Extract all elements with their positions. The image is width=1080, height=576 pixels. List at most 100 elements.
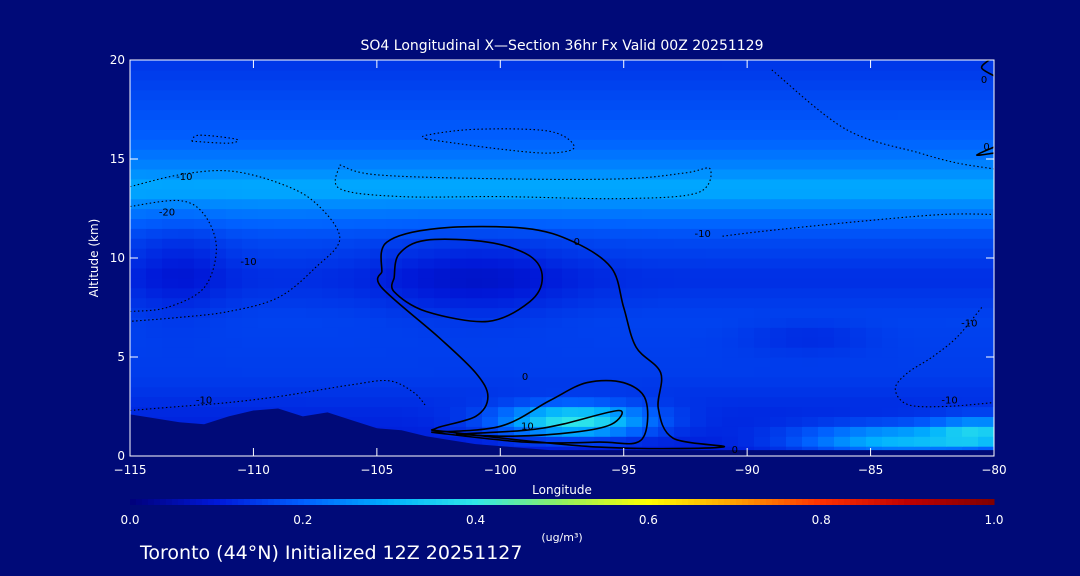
field-cell	[482, 426, 499, 437]
colorbar-segment	[358, 499, 365, 505]
field-cell	[242, 109, 259, 120]
field-cell	[322, 376, 339, 388]
field-cell	[274, 366, 291, 378]
field-cell	[914, 178, 931, 190]
field-cell	[242, 277, 259, 289]
field-cell	[626, 89, 643, 101]
contour-line	[376, 225, 726, 450]
field-cell	[466, 188, 483, 200]
field-cell	[178, 337, 195, 348]
field-cell	[402, 60, 419, 71]
colorbar-segment	[400, 499, 407, 505]
field-cell	[530, 228, 547, 239]
field-cell	[210, 267, 227, 279]
colorbar-segment	[760, 499, 767, 505]
field-cell	[530, 238, 547, 249]
field-cell	[818, 69, 835, 81]
field-cell	[690, 406, 707, 417]
field-cell	[834, 277, 851, 289]
field-cell	[674, 396, 691, 408]
field-cell	[802, 188, 819, 200]
field-cell	[738, 248, 755, 259]
field-cell	[578, 99, 595, 111]
field-cell	[706, 178, 723, 190]
field-cell	[530, 366, 547, 378]
field-cell	[642, 337, 659, 348]
colorbar-segment	[802, 499, 809, 505]
field-cell	[786, 109, 803, 120]
field-cell	[610, 436, 627, 447]
field-cell	[834, 307, 851, 318]
field-cell	[162, 178, 179, 190]
field-cell	[562, 139, 579, 150]
field-cell	[146, 60, 163, 71]
field-cell	[690, 396, 707, 408]
field-cell	[162, 99, 179, 111]
colorbar-segment	[442, 499, 449, 505]
field-cell	[418, 99, 435, 111]
field-cell	[562, 218, 579, 229]
field-cell	[338, 198, 355, 210]
field-cell	[882, 376, 899, 388]
field-cell	[610, 69, 627, 81]
field-cell	[258, 297, 275, 309]
field-cell	[898, 317, 915, 328]
field-cell	[434, 159, 451, 170]
field-cell	[146, 337, 163, 348]
field-cell	[738, 89, 755, 101]
field-cell	[834, 228, 851, 239]
field-cell	[898, 416, 915, 427]
field-cell	[882, 357, 899, 368]
field-cell	[610, 416, 627, 427]
field-cell	[434, 228, 451, 239]
field-cell	[434, 60, 451, 71]
field-cell	[402, 109, 419, 120]
field-cell	[706, 416, 723, 427]
field-cell	[882, 267, 899, 279]
x-tick-label: −80	[981, 463, 1006, 477]
field-cell	[898, 436, 915, 447]
field-cell	[514, 89, 531, 101]
field-cell	[610, 366, 627, 378]
field-cell	[290, 228, 307, 239]
field-cell	[338, 376, 355, 388]
field-cell	[290, 129, 307, 140]
colorbar-segment	[580, 499, 587, 505]
field-cell	[754, 60, 771, 71]
field-cell	[610, 248, 627, 259]
field-cell	[898, 366, 915, 378]
field-cell	[610, 307, 627, 318]
field-cell	[594, 119, 611, 130]
field-cell	[642, 149, 659, 160]
field-cell	[242, 168, 259, 180]
field-cell	[914, 119, 931, 130]
field-cell	[898, 198, 915, 210]
field-cell	[610, 357, 627, 368]
field-cell	[914, 307, 931, 318]
field-cell	[882, 89, 899, 101]
field-cell	[834, 218, 851, 229]
field-cell	[642, 258, 659, 269]
field-cell	[386, 297, 403, 309]
field-cell	[338, 208, 355, 219]
field-cell	[962, 119, 979, 130]
field-cell	[914, 406, 931, 417]
field-cell	[626, 406, 643, 417]
field-cell	[818, 129, 835, 140]
field-cell	[642, 79, 659, 91]
field-cell	[930, 337, 947, 348]
field-cell	[802, 426, 819, 437]
field-cell	[930, 218, 947, 229]
field-cell	[290, 347, 307, 358]
field-cell	[258, 366, 275, 378]
field-cell	[130, 406, 147, 417]
field-cell	[354, 248, 371, 259]
field-cell	[978, 357, 994, 368]
field-cell	[850, 129, 867, 140]
field-cell	[562, 129, 579, 140]
field-cell	[626, 357, 643, 368]
field-cell	[642, 188, 659, 200]
field-cell	[658, 376, 675, 388]
field-cell	[578, 287, 595, 299]
field-cell	[642, 89, 659, 101]
